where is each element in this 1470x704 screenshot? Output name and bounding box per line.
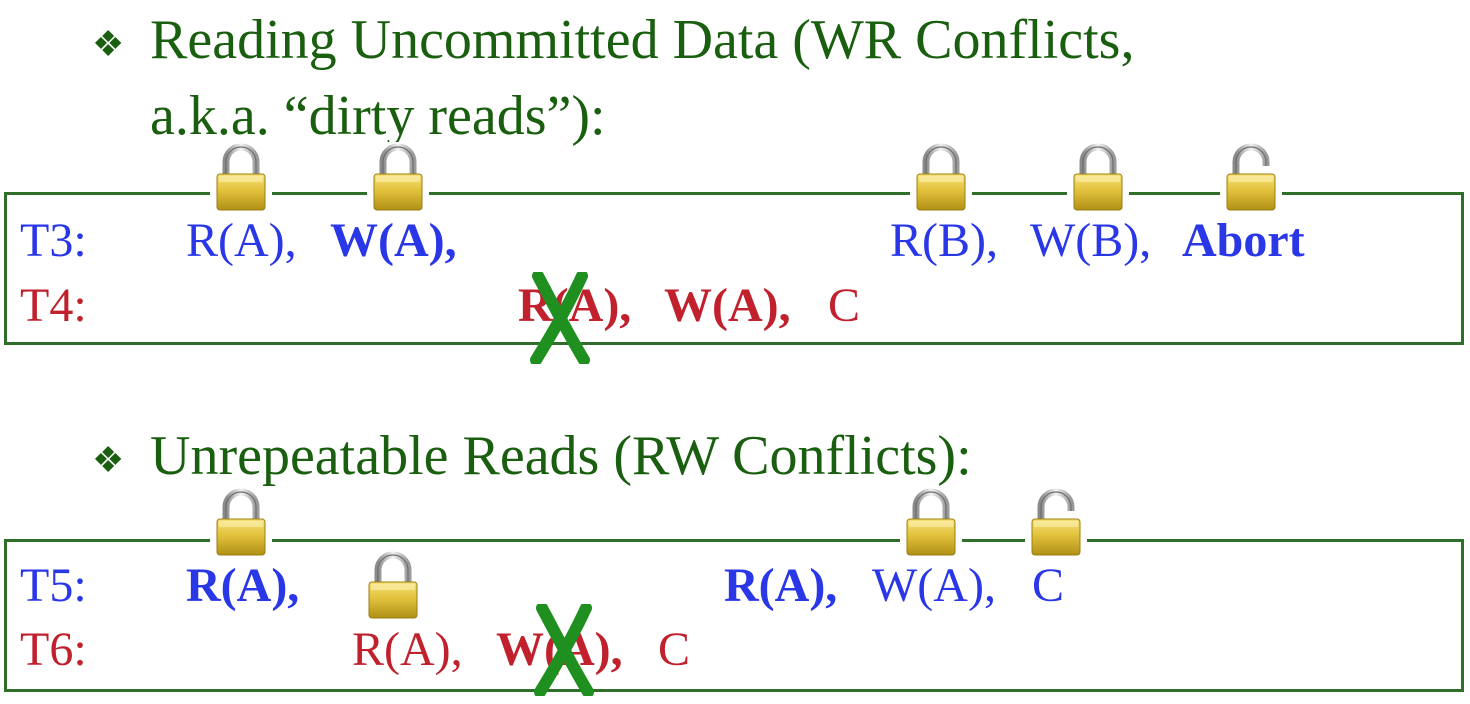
- t5-op-read-a-again: R(A),: [724, 559, 838, 612]
- section-1-bullet: ❖: [92, 24, 125, 64]
- section-1-heading-line-2: a.k.a. “dirty reads”):: [150, 85, 606, 147]
- t6-op-read-a: R(A),: [352, 623, 463, 676]
- t3-op-write-a: W(A),: [330, 214, 457, 267]
- t6-op-commit: C: [658, 623, 691, 676]
- t3-label: T3:: [20, 214, 87, 267]
- t5-op-commit: C: [1032, 559, 1065, 612]
- schedule-box-rw-conflict: [4, 539, 1464, 692]
- t4-label: T4:: [20, 279, 87, 332]
- t3-op-read-a: R(A),: [186, 214, 297, 267]
- padlock-closed-icon: [910, 142, 972, 212]
- section-2-heading: Unrepeatable Reads (RW Conflicts):: [150, 425, 972, 487]
- t3-op-write-b: W(B),: [1030, 214, 1152, 267]
- section-2-bullet: ❖: [92, 440, 125, 480]
- padlock-closed-icon: [362, 550, 424, 620]
- padlock-open-icon: [1220, 142, 1282, 212]
- t5-label: T5:: [20, 559, 87, 612]
- t3-op-abort: Abort: [1182, 214, 1305, 267]
- t4-op-commit: C: [828, 279, 861, 332]
- t6-label: T6:: [20, 623, 87, 676]
- padlock-closed-icon: [210, 487, 272, 557]
- t5-op-write-a: W(A),: [872, 559, 996, 612]
- padlock-closed-icon: [900, 487, 962, 557]
- padlock-closed-icon: [210, 142, 272, 212]
- green-x-mark-icon: [534, 604, 594, 696]
- padlock-open-icon: [1025, 487, 1087, 557]
- t5-op-read-a: R(A),: [186, 559, 300, 612]
- padlock-closed-icon: [1067, 142, 1129, 212]
- t3-op-read-b: R(B),: [890, 214, 998, 267]
- section-1-heading-line-1: Reading Uncommitted Data (WR Conflicts,: [150, 9, 1135, 71]
- green-x-mark-icon: [530, 272, 590, 364]
- padlock-closed-icon: [367, 142, 429, 212]
- t4-op-write-a: W(A),: [664, 279, 791, 332]
- schedule-box-wr-conflict: [4, 192, 1464, 345]
